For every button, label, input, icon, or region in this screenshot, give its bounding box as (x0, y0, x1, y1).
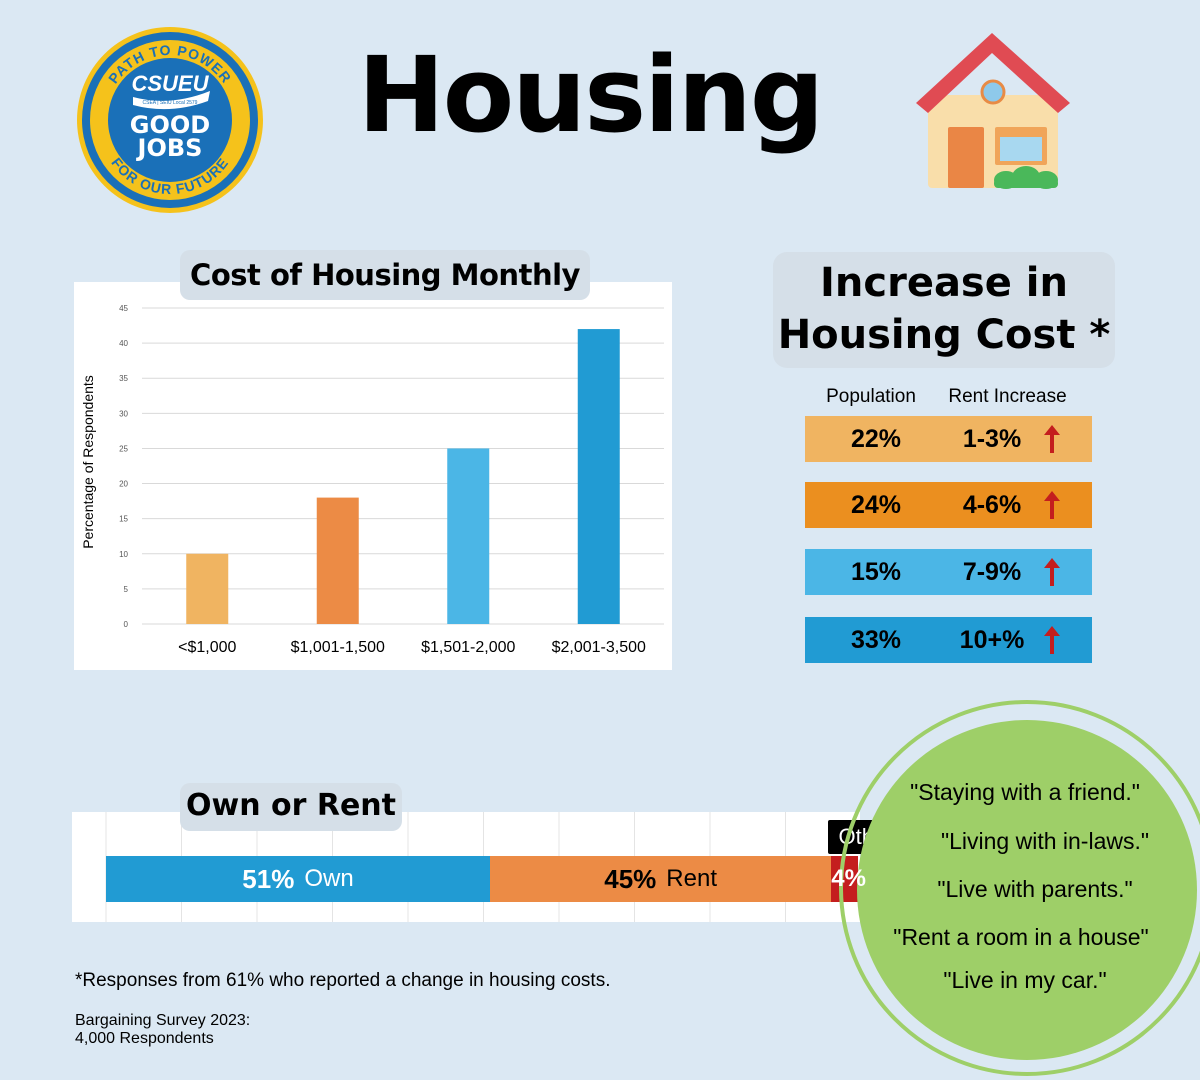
bar (316, 497, 359, 624)
footnote: *Responses from 61% who reported a chang… (75, 970, 611, 991)
rent-pct: 45% (604, 863, 657, 894)
quote-text: "Staying with a friend." (910, 779, 1140, 805)
rent-range: 1-3% (962, 424, 1022, 453)
own-rent-bar: 51% Own 45% Rent 4% (106, 856, 866, 902)
source-note: Bargaining Survey 2023: 4,000 Respondent… (75, 1012, 250, 1048)
logo-subline: CSEA | SEIU Local 2579 (143, 100, 198, 106)
other-pct: 4% (831, 865, 866, 892)
logo-name: CSUEU (131, 71, 209, 96)
quote-text: "Living with in-laws." (940, 828, 1150, 854)
rent-range: 10+% (959, 625, 1025, 654)
y-tick-label: 35 (119, 374, 128, 383)
csueu-logo: PATH TO POWER FOR OUR FUTURE CSUEU CSEA … (77, 27, 263, 213)
population-pct: 24% (850, 490, 902, 519)
own-pct: 51% (242, 863, 295, 894)
increase-row: 22% 1-3% (805, 416, 1092, 462)
population-pct: 33% (850, 625, 902, 654)
x-tick-label: $1,501-2,000 (421, 639, 515, 656)
population-pct: 22% (850, 424, 902, 453)
bar (447, 448, 490, 624)
y-tick-label: 5 (124, 585, 129, 594)
x-tick-label: $2,001-3,500 (552, 639, 646, 656)
x-tick-label: $1,001-1,500 (291, 639, 385, 656)
y-tick-label: 10 (119, 550, 128, 559)
population-pct: 15% (850, 557, 902, 586)
logo-jobs: JOBS (136, 134, 203, 162)
rent-segment: 45% Rent (490, 856, 832, 902)
up-arrow-icon (1037, 558, 1067, 586)
rent-range: 4-6% (962, 490, 1022, 519)
quote-text: "Live with parents." (937, 876, 1133, 902)
increase-title-line2: Housing Cost * (777, 312, 1111, 358)
increase-title: Increase in Housing Cost * (773, 252, 1115, 368)
y-tick-label: 15 (119, 515, 128, 524)
own-label: Own (304, 865, 354, 892)
y-tick-label: 0 (124, 620, 129, 629)
chart-title: Cost of Housing Monthly (180, 250, 590, 300)
source-line1: Bargaining Survey 2023: (75, 1012, 251, 1029)
house-icon (916, 33, 1070, 189)
y-tick-label: 30 (119, 409, 128, 418)
quotes-circle (839, 700, 1200, 1076)
housing-cost-chart: 0 5 10 15 20 25 30 35 40 45 <$1,000 $1,001-1,500 $1… (80, 304, 664, 656)
chart-panel (74, 282, 672, 670)
increase-row: 15% 7-9% (805, 549, 1092, 595)
other-segment: 4% (831, 856, 866, 902)
up-arrow-icon (1037, 425, 1067, 453)
increase-title-line1: Increase in (820, 260, 1068, 306)
chart-ylabel: Percentage of Respondents (80, 375, 96, 549)
y-tick-label: 40 (119, 339, 128, 348)
y-tick-label: 45 (119, 304, 128, 313)
bar (577, 329, 620, 624)
rent-range: 7-9% (962, 557, 1022, 586)
rent-label: Rent (666, 865, 717, 892)
source-line2: 4,000 Respondents (75, 1030, 214, 1047)
population-header: Population (826, 386, 916, 407)
increase-row: 33% 10+% (805, 617, 1092, 663)
y-tick-label: 25 (119, 444, 128, 453)
x-tick-label: <$1,000 (178, 639, 236, 656)
bar (186, 553, 229, 624)
y-tick-label: 20 (119, 480, 128, 489)
page-title: Housing (357, 34, 825, 156)
increase-row: 24% 4-6% (805, 482, 1092, 528)
own-segment: 51% Own (106, 856, 491, 902)
up-arrow-icon (1037, 622, 1067, 658)
up-arrow-icon (1037, 491, 1067, 519)
quote-text: "Live in my car." (943, 967, 1107, 993)
rent-increase-header: Rent Increase (948, 386, 1067, 407)
quote-text: "Rent a room in a house" (893, 924, 1149, 950)
own-rent-title: Own or Rent (180, 783, 402, 831)
logo-good: GOOD (130, 111, 210, 139)
